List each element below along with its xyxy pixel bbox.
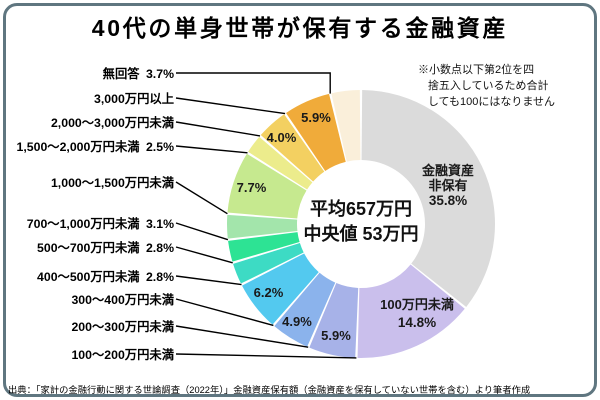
svg-text:中央値 53万円: 中央値 53万円 [303,223,418,244]
svg-text:14.8%: 14.8% [398,315,436,330]
svg-text:5.9%: 5.9% [321,328,351,343]
svg-text:35.8%: 35.8% [429,193,467,208]
svg-text:平均657万円: 平均657万円 [310,198,412,219]
svg-text:6.2%: 6.2% [254,285,284,300]
svg-text:非保有: 非保有 [428,178,467,193]
svg-text:金融資産: 金融資産 [421,163,474,178]
svg-text:5.9%: 5.9% [301,110,331,125]
svg-text:100万円未満: 100万円未満 [380,297,454,312]
svg-text:7.7%: 7.7% [237,180,267,195]
svg-text:4.0%: 4.0% [267,130,297,145]
svg-text:4.9%: 4.9% [282,314,312,329]
